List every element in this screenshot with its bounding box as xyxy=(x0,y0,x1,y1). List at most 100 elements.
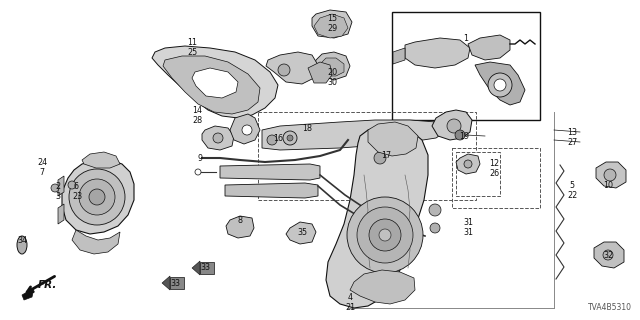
Text: 24: 24 xyxy=(37,157,47,166)
Polygon shape xyxy=(58,204,64,224)
Polygon shape xyxy=(594,242,624,268)
Text: 25: 25 xyxy=(187,47,197,57)
Text: 33: 33 xyxy=(200,263,210,273)
Circle shape xyxy=(429,204,441,216)
Polygon shape xyxy=(596,162,626,188)
Circle shape xyxy=(374,152,386,164)
Text: 3: 3 xyxy=(56,191,61,201)
Ellipse shape xyxy=(17,236,27,254)
Text: 13: 13 xyxy=(567,127,577,137)
Polygon shape xyxy=(308,62,332,83)
Text: 5: 5 xyxy=(570,180,575,189)
Text: 17: 17 xyxy=(381,150,391,159)
Polygon shape xyxy=(82,152,120,168)
Text: 27: 27 xyxy=(567,138,577,147)
Polygon shape xyxy=(202,126,234,150)
Text: 1: 1 xyxy=(463,34,468,43)
Text: 8: 8 xyxy=(237,215,243,225)
Polygon shape xyxy=(286,222,316,244)
Text: 33: 33 xyxy=(170,279,180,289)
Polygon shape xyxy=(58,176,64,196)
Polygon shape xyxy=(170,277,184,289)
Circle shape xyxy=(488,73,512,97)
Text: 6: 6 xyxy=(74,181,79,190)
Text: 26: 26 xyxy=(489,169,499,178)
Circle shape xyxy=(242,125,252,135)
Circle shape xyxy=(447,119,461,133)
Circle shape xyxy=(357,207,413,263)
Polygon shape xyxy=(350,270,415,304)
Circle shape xyxy=(369,219,401,251)
Text: 4: 4 xyxy=(348,292,353,301)
Text: 29: 29 xyxy=(327,23,337,33)
Polygon shape xyxy=(312,10,352,38)
Polygon shape xyxy=(230,114,260,144)
Polygon shape xyxy=(192,68,238,98)
Polygon shape xyxy=(318,58,344,76)
Polygon shape xyxy=(220,164,320,180)
Text: 7: 7 xyxy=(40,167,45,177)
Polygon shape xyxy=(62,160,134,234)
Polygon shape xyxy=(456,154,480,174)
Bar xyxy=(258,112,476,200)
Text: 30: 30 xyxy=(327,77,337,86)
Polygon shape xyxy=(22,288,34,300)
Circle shape xyxy=(287,135,293,141)
Circle shape xyxy=(347,197,423,273)
Polygon shape xyxy=(200,262,214,274)
Text: 35: 35 xyxy=(297,228,307,236)
Circle shape xyxy=(494,79,506,91)
Circle shape xyxy=(379,229,391,241)
Polygon shape xyxy=(266,52,318,84)
Bar xyxy=(456,152,500,196)
Circle shape xyxy=(455,130,465,140)
Text: 19: 19 xyxy=(459,132,469,140)
Text: 21: 21 xyxy=(345,302,355,311)
Polygon shape xyxy=(163,56,260,114)
Circle shape xyxy=(278,64,290,76)
Bar xyxy=(392,12,540,120)
Text: 32: 32 xyxy=(603,251,613,260)
Polygon shape xyxy=(393,48,405,64)
Bar xyxy=(452,148,540,208)
Text: 10: 10 xyxy=(603,180,613,189)
Circle shape xyxy=(283,131,297,145)
Text: 31: 31 xyxy=(463,218,473,227)
Text: FR.: FR. xyxy=(38,280,58,290)
Circle shape xyxy=(267,135,277,145)
Circle shape xyxy=(430,223,440,233)
Circle shape xyxy=(51,184,59,192)
Circle shape xyxy=(213,133,223,143)
Polygon shape xyxy=(262,120,445,150)
Polygon shape xyxy=(314,52,350,80)
Polygon shape xyxy=(192,261,200,275)
Polygon shape xyxy=(152,46,278,118)
Text: 11: 11 xyxy=(187,37,197,46)
Text: 9: 9 xyxy=(197,154,203,163)
Circle shape xyxy=(69,169,125,225)
Text: 16: 16 xyxy=(273,133,283,142)
Circle shape xyxy=(604,169,616,181)
Polygon shape xyxy=(162,276,170,290)
Polygon shape xyxy=(368,122,418,156)
Text: 31: 31 xyxy=(463,228,473,236)
Polygon shape xyxy=(326,126,428,308)
Circle shape xyxy=(79,179,115,215)
Text: 22: 22 xyxy=(567,190,577,199)
Text: 20: 20 xyxy=(327,68,337,76)
Circle shape xyxy=(195,169,201,175)
Polygon shape xyxy=(432,110,472,140)
Text: 28: 28 xyxy=(192,116,202,124)
Polygon shape xyxy=(72,230,120,254)
Text: 18: 18 xyxy=(302,124,312,132)
Text: 14: 14 xyxy=(192,106,202,115)
Circle shape xyxy=(464,160,472,168)
Text: 2: 2 xyxy=(56,181,61,190)
Polygon shape xyxy=(226,216,254,238)
Text: 12: 12 xyxy=(489,158,499,167)
Circle shape xyxy=(603,250,613,260)
Text: TVA4B5310: TVA4B5310 xyxy=(588,303,632,312)
Circle shape xyxy=(68,181,76,189)
Polygon shape xyxy=(314,14,348,38)
Polygon shape xyxy=(225,183,318,198)
